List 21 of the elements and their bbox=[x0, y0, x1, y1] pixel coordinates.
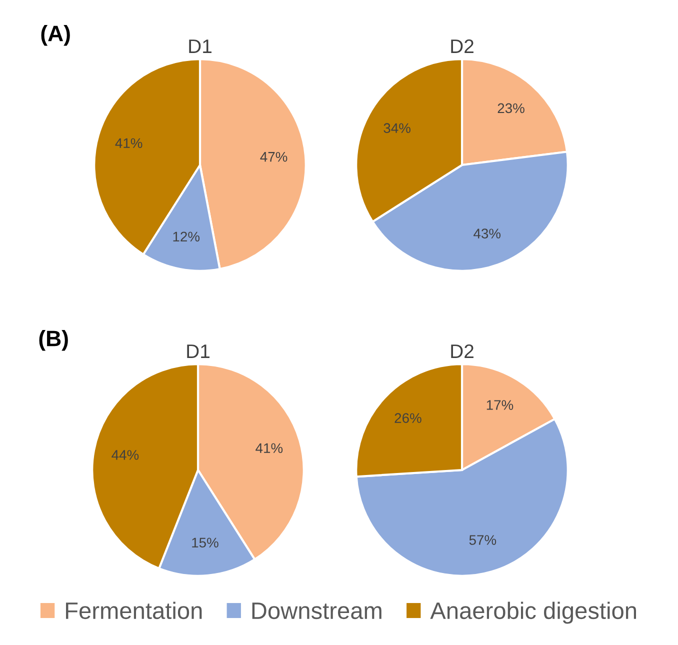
chart-title: D1 bbox=[187, 344, 210, 358]
data-label: 44% bbox=[112, 450, 139, 460]
text: (B) bbox=[39, 330, 68, 351]
data-label: 17% bbox=[486, 400, 514, 410]
legend-label: Anaerobic digestion bbox=[430, 602, 636, 624]
data-label: 34% bbox=[384, 123, 410, 134]
data-label: 41% bbox=[115, 138, 142, 148]
data-label: 26% bbox=[394, 413, 422, 423]
data-label: 23% bbox=[498, 103, 524, 114]
data-label: 47% bbox=[260, 152, 288, 162]
text: (A) bbox=[41, 25, 70, 46]
data-label: 12% bbox=[173, 232, 200, 242]
data-label: 43% bbox=[474, 228, 501, 238]
legend-label: Downstream bbox=[252, 602, 382, 620]
data-label: 15% bbox=[192, 538, 218, 548]
chart-title: D1 bbox=[189, 40, 212, 53]
legend-label: Fermentation bbox=[66, 602, 202, 620]
chart-title: D2 bbox=[451, 39, 474, 53]
data-label: 57% bbox=[469, 535, 496, 545]
chart-title: D2 bbox=[451, 344, 474, 358]
data-label: 41% bbox=[256, 443, 283, 453]
